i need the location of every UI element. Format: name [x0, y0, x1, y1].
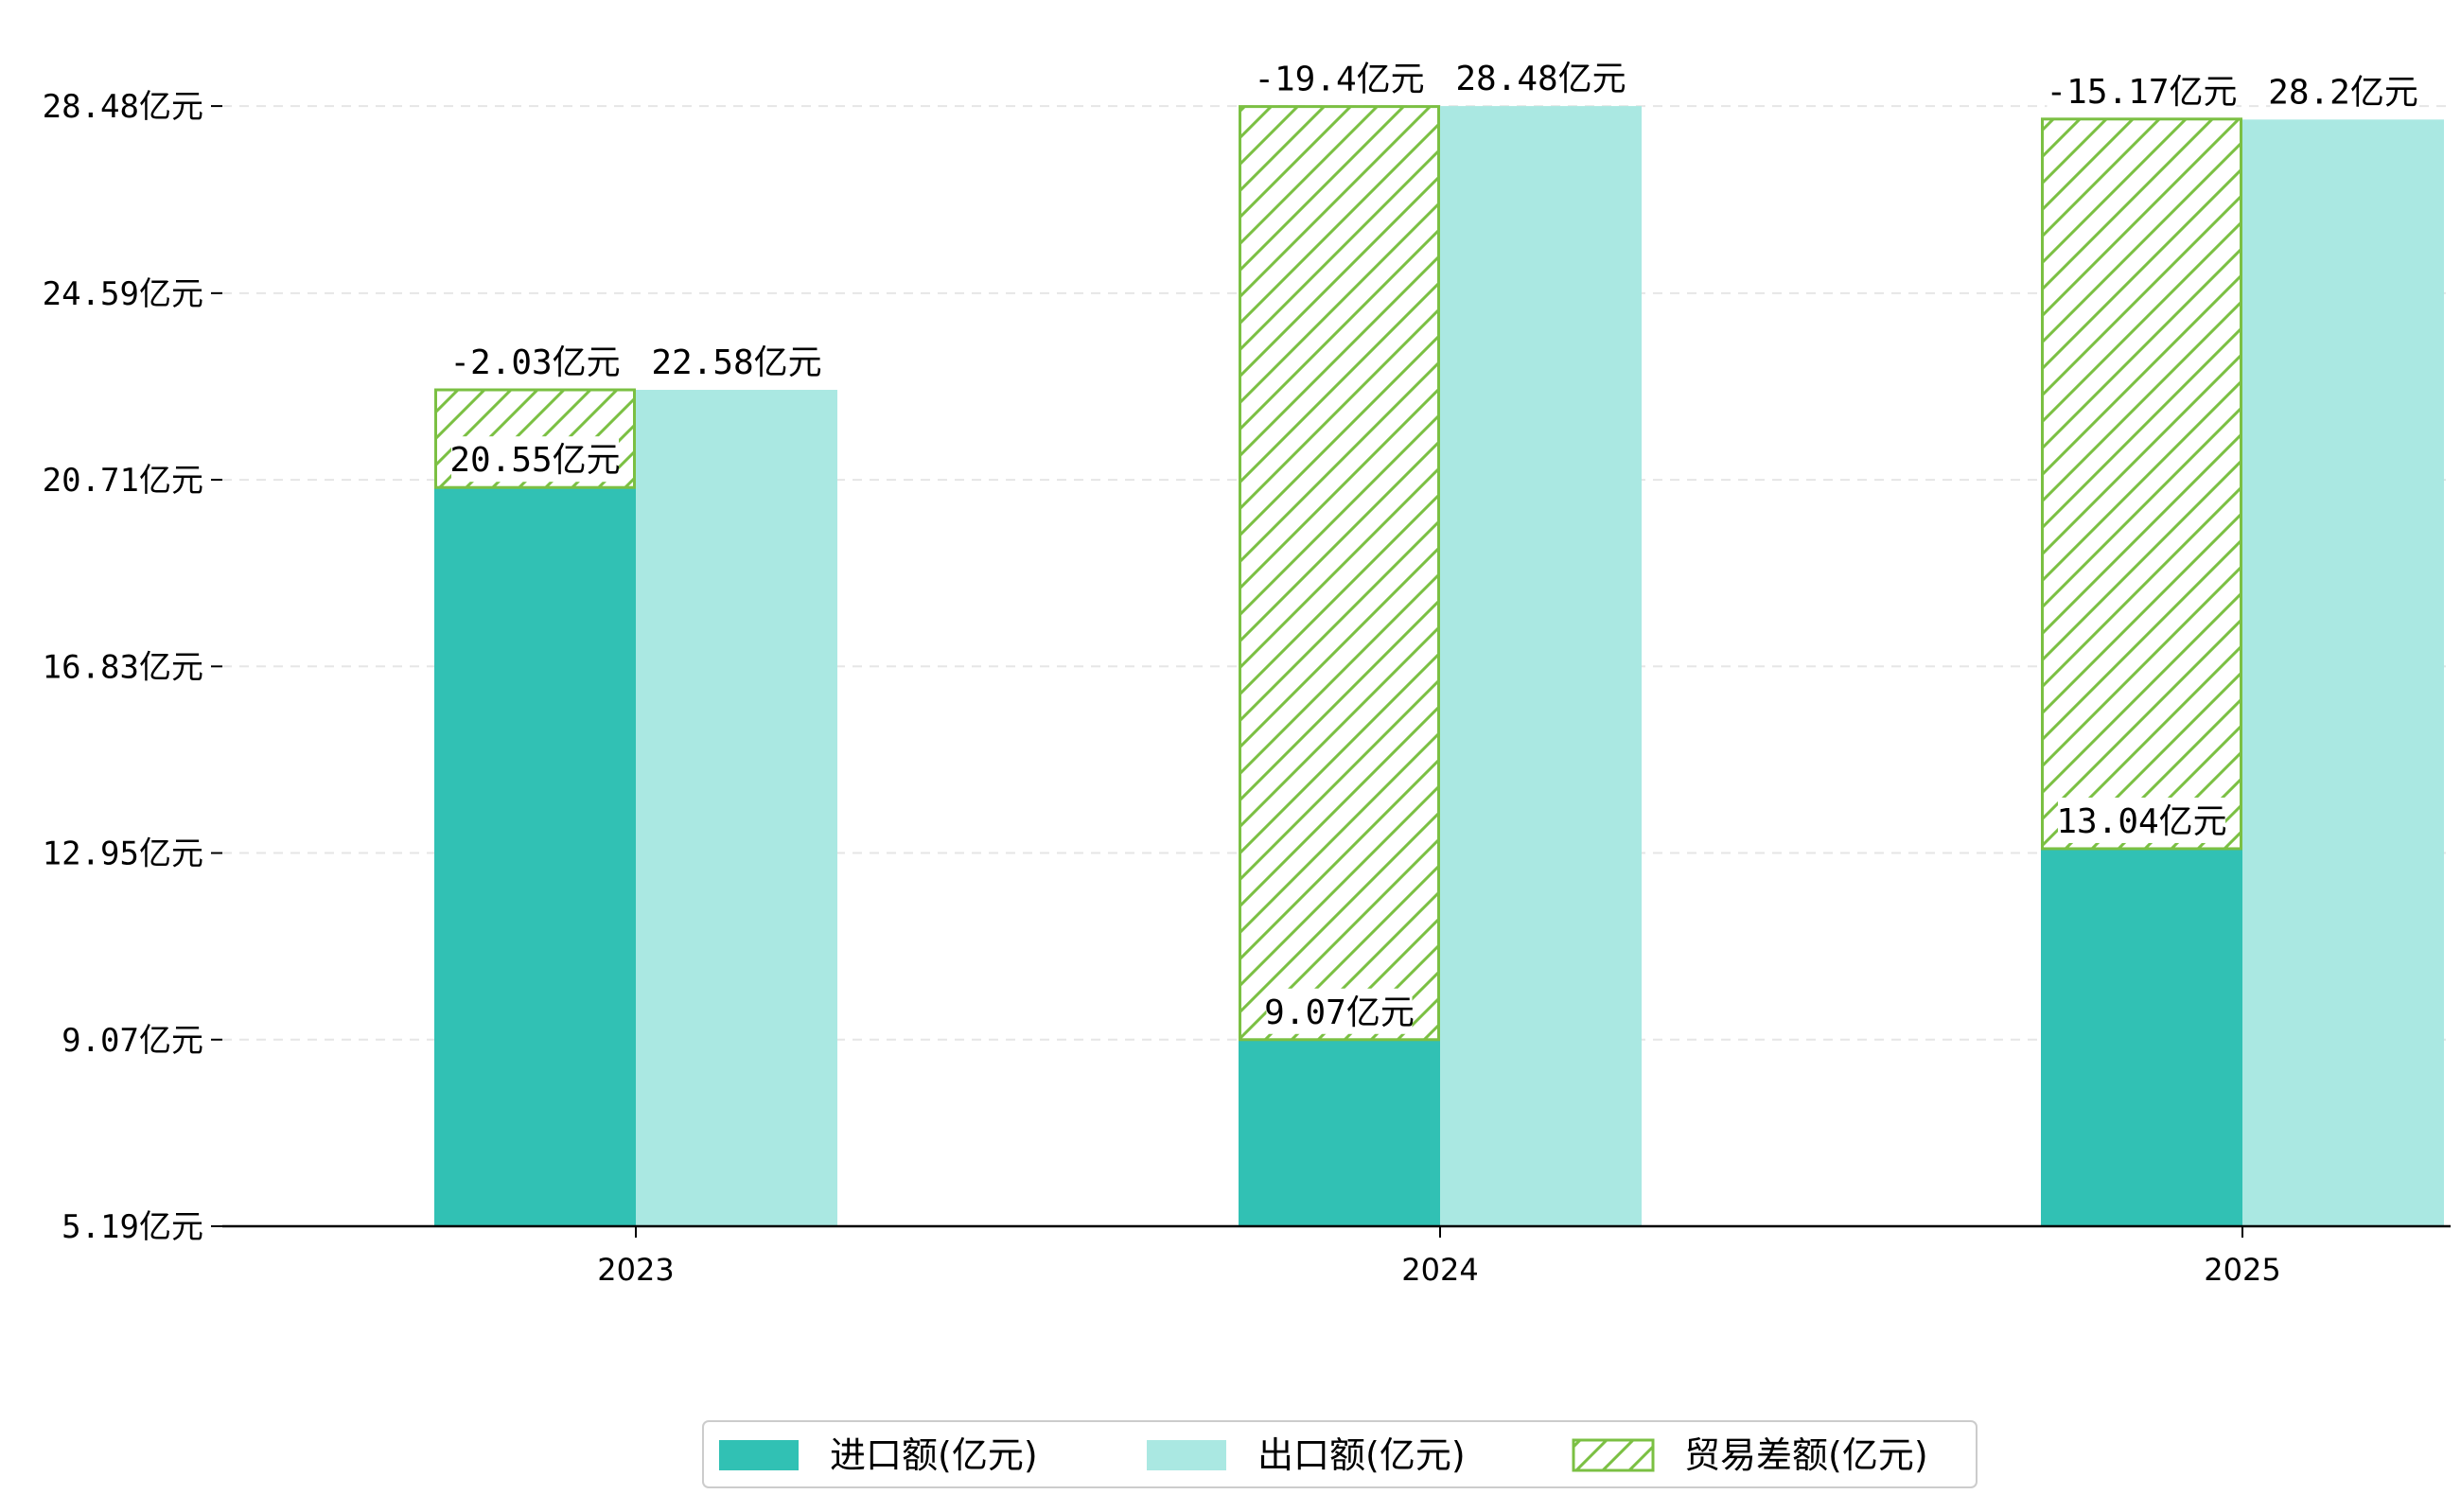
trade-balance-value-label: -2.03亿元 [449, 339, 621, 385]
trade-balance-value-label: -15.17亿元 [2046, 67, 2238, 114]
legend-item: 出口额(亿元) [1147, 1434, 1466, 1476]
bars [434, 105, 2444, 1227]
import-value-label: 20.55亿元 [449, 436, 621, 483]
data-label-bg [1256, 55, 1423, 101]
y-tick-label: 5.19亿元 [62, 1208, 203, 1246]
import-bar [2041, 848, 2242, 1226]
data-label-bg [2058, 797, 2225, 843]
data-label: -15.17亿元 [2046, 73, 2237, 112]
export-bar [2242, 119, 2444, 1227]
data-label: 22.58亿元 [651, 343, 821, 382]
data-labels: 20.55亿元 -2.03亿元 22.58亿元 9.07亿元 -19.4亿元 28.48亿… [449, 55, 2418, 1034]
data-label-bg [653, 339, 820, 385]
y-tick-label: 9.07亿元 [62, 1022, 203, 1060]
legend-item: 贸易差额(亿元) [1572, 1434, 1928, 1476]
axes: 5.19亿元 9.07亿元 12.95亿元 16.83亿元 20.71亿元 24.59亿元… [43, 88, 2451, 1288]
data-label: 28.48亿元 [1455, 60, 1626, 98]
legend-swatch [719, 1440, 799, 1470]
import-value-label: 13.04亿元 [2056, 797, 2227, 843]
import-bar [434, 487, 636, 1226]
trade-balance-value-label: -19.4亿元 [1254, 55, 1425, 101]
y-tick-label: 12.95亿元 [43, 835, 203, 873]
data-label-bg [451, 339, 619, 385]
data-label: 28.2亿元 [2268, 73, 2418, 112]
import-value-label: 9.07亿元 [1264, 988, 1415, 1034]
data-label: 13.04亿元 [2056, 802, 2226, 841]
legend-swatch [1572, 1438, 1655, 1472]
import-bar [1239, 1039, 1440, 1226]
x-tick-label: 2025 [2204, 1252, 2280, 1288]
export-bar [636, 390, 837, 1226]
trade-balance-bar [2041, 117, 2242, 851]
legend-label: 进口额(亿元) [830, 1434, 1038, 1476]
y-tick-label: 16.83亿元 [43, 648, 203, 686]
data-label-bg [1457, 55, 1625, 101]
legend-swatch [1147, 1440, 1226, 1470]
x-tick-label: 2024 [1401, 1252, 1478, 1288]
export-value-label: 28.48亿元 [1455, 55, 1626, 101]
legend: 进口额(亿元) 出口额(亿元) 贸易差额(亿元) [702, 1420, 1978, 1488]
data-label-bg [451, 436, 619, 483]
data-label: 9.07亿元 [1264, 993, 1415, 1032]
data-label: 20.55亿元 [449, 441, 620, 480]
data-label: -19.4亿元 [1254, 61, 1424, 99]
data-label-bg [2270, 68, 2417, 114]
legend-box [702, 1420, 1978, 1488]
legend-label: 贸易差额(亿元) [1684, 1434, 1928, 1476]
legend-label: 出口额(亿元) [1257, 1434, 1466, 1476]
data-label: -2.03亿元 [449, 343, 620, 382]
y-tick-label: 24.59亿元 [43, 275, 203, 313]
y-tick-label: 20.71亿元 [43, 462, 203, 500]
export-value-label: 28.2亿元 [2268, 68, 2418, 114]
legend-item: 进口额(亿元) [719, 1434, 1038, 1476]
data-label-bg [2047, 67, 2237, 114]
data-label-bg [1266, 988, 1413, 1034]
trade-balance-bar [1239, 105, 1440, 1042]
y-tick-label: 28.48亿元 [43, 88, 203, 126]
export-value-label: 22.58亿元 [651, 339, 822, 385]
x-tick-label: 2023 [597, 1252, 674, 1288]
export-bar [1440, 106, 1642, 1226]
